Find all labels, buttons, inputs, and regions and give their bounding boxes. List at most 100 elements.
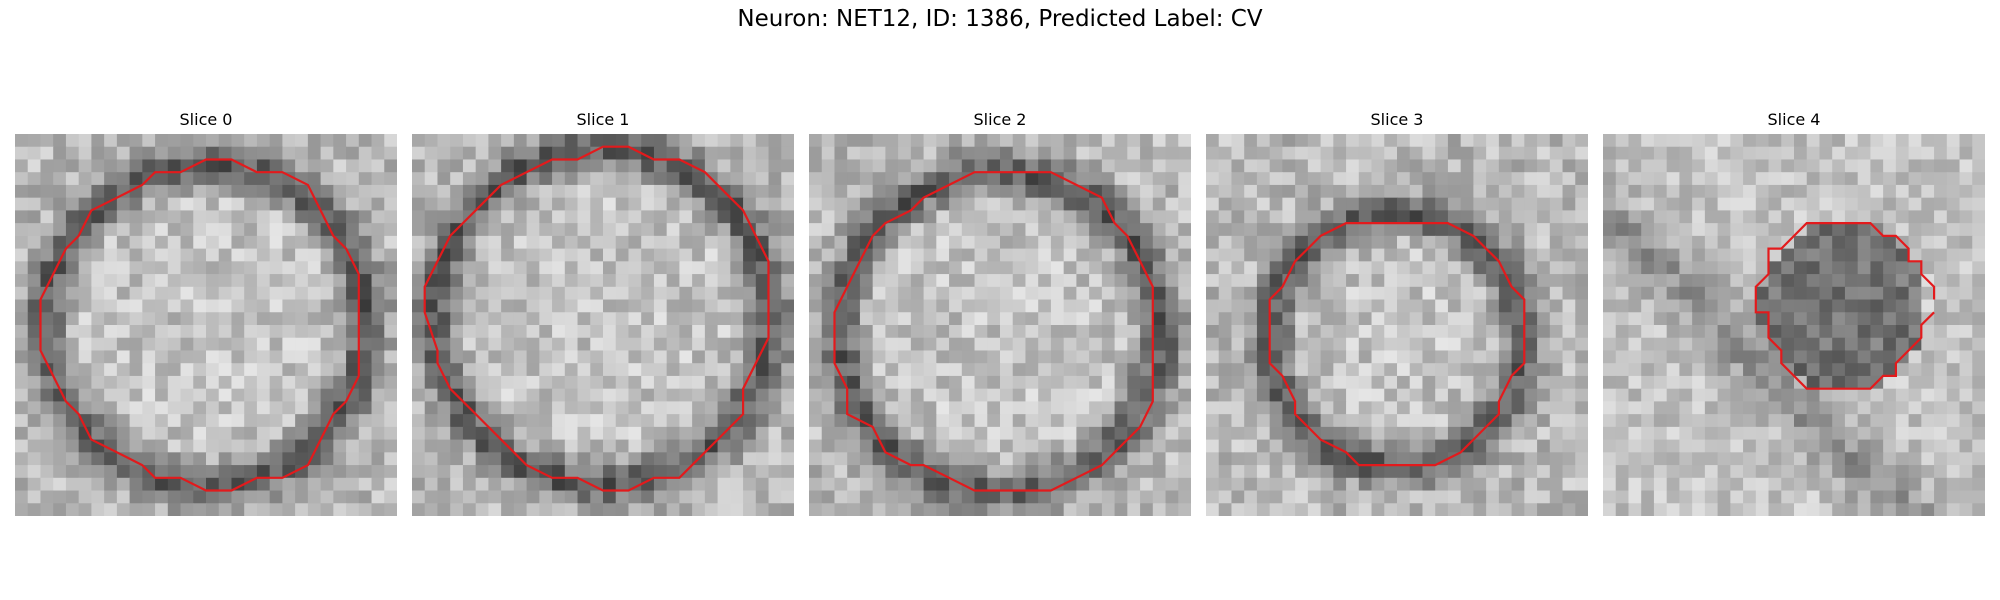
pixel [1178, 465, 1191, 479]
pixel [730, 146, 744, 161]
pixel [142, 363, 156, 377]
pixel [1832, 159, 1846, 173]
pixel [526, 197, 540, 211]
pixel [1575, 159, 1588, 173]
pixel [371, 274, 385, 288]
pixel [1346, 414, 1360, 428]
pixel [1755, 286, 1770, 301]
pixel [320, 210, 334, 224]
pixel [1307, 223, 1322, 237]
pixel [1089, 146, 1103, 161]
pixel [1806, 465, 1821, 479]
pixel [898, 235, 912, 250]
pixel [1692, 375, 1706, 390]
pixel [78, 274, 92, 288]
pixel [1692, 235, 1706, 250]
pixel [424, 248, 439, 262]
pixel [1486, 375, 1500, 390]
pixel [679, 223, 693, 237]
pixel [1333, 465, 1347, 479]
pixel [1076, 401, 1090, 415]
pixel [1384, 210, 1398, 224]
pixel [450, 465, 464, 479]
pixel [1012, 159, 1027, 173]
pixel [1089, 210, 1103, 224]
pixel [1628, 299, 1642, 313]
pixel [1524, 414, 1538, 428]
pixel [692, 261, 706, 275]
pixel [1435, 363, 1449, 377]
pixel [1486, 490, 1500, 504]
pixel [704, 452, 719, 466]
pixel [628, 235, 642, 250]
pixel [1666, 223, 1680, 237]
pixel [1921, 159, 1935, 173]
pixel [1358, 337, 1373, 352]
pixel [475, 465, 489, 479]
pixel [809, 261, 823, 275]
pixel [307, 235, 322, 250]
pixel [424, 503, 439, 516]
pixel [1819, 248, 1833, 262]
pixel [412, 248, 426, 262]
pixel [936, 350, 950, 364]
pixel [27, 184, 42, 199]
pixel [590, 184, 604, 199]
pixel [1806, 184, 1821, 199]
pixel [1486, 439, 1500, 453]
pixel [526, 210, 540, 224]
pixel [1384, 261, 1398, 275]
pixel [142, 375, 156, 390]
pixel [1076, 261, 1090, 275]
pixel [590, 477, 604, 492]
pixel [1384, 503, 1398, 516]
pixel [269, 375, 283, 390]
pixel [1921, 452, 1935, 466]
pixel [1244, 274, 1258, 288]
pixel [1794, 363, 1808, 377]
pixel [577, 248, 591, 262]
pixel [513, 388, 528, 402]
pixel [1511, 210, 1525, 224]
pixel [1704, 337, 1719, 352]
pixel [15, 134, 29, 148]
pixel [1409, 426, 1424, 441]
pixel [1435, 299, 1449, 313]
pixel [307, 375, 322, 390]
pixel [53, 375, 67, 390]
pixel [1819, 134, 1833, 148]
pixel [628, 299, 642, 313]
pixel [564, 414, 579, 428]
pixel [987, 414, 1001, 428]
pixel [1358, 414, 1373, 428]
pixel [1857, 363, 1871, 377]
pixel [218, 134, 233, 148]
pixel [743, 350, 757, 364]
pixel [590, 414, 604, 428]
pixel [307, 426, 322, 441]
pixel [346, 350, 360, 364]
pixel [1333, 184, 1347, 199]
pixel [1076, 184, 1090, 199]
pixel [116, 363, 131, 377]
pixel [1050, 363, 1065, 377]
segmentation-contour [1268, 221, 1526, 467]
pixel [1549, 325, 1564, 339]
pixel [1653, 414, 1668, 428]
pixel [269, 134, 283, 148]
pixel [104, 414, 118, 428]
pixel [923, 248, 937, 262]
pixel [78, 299, 92, 313]
pixel [1615, 223, 1630, 237]
pixel [1781, 477, 1795, 492]
pixel [78, 465, 92, 479]
pixel [1269, 248, 1283, 262]
pixel [1575, 375, 1588, 390]
pixel [1320, 388, 1334, 402]
pixel [1844, 414, 1859, 428]
pixel [1295, 325, 1309, 339]
pixel [781, 159, 794, 173]
pixel [949, 388, 963, 402]
pixel [1972, 414, 1985, 428]
pixel [1806, 477, 1821, 492]
